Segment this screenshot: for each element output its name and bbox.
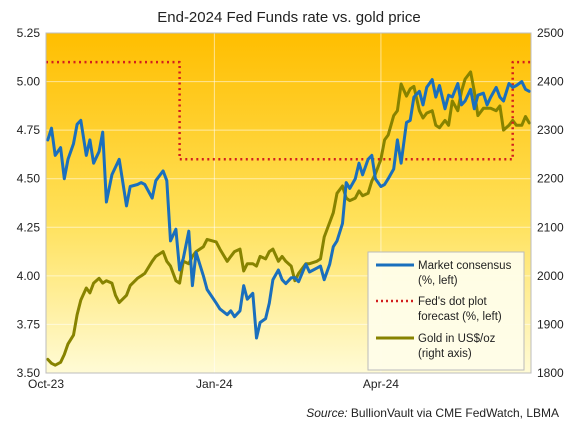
- left-axis-tick-label: 4.00: [17, 269, 41, 283]
- left-axis-tick-label: 3.75: [17, 317, 41, 331]
- chart-title: End-2024 Fed Funds rate vs. gold price: [157, 9, 420, 26]
- series-lines: [46, 60, 531, 367]
- x-axis-tick-labels: Oct-23 Jan-24 Apr-24: [28, 377, 399, 391]
- right-axis-tick-label: 2000: [537, 269, 564, 283]
- left-axis-tick-label: 4.50: [17, 172, 41, 186]
- legend-label-gold-line1: Gold in US$/oz: [418, 333, 496, 345]
- right-axis-tick-label: 2500: [537, 26, 564, 40]
- legend-label-dot-plot-line1: Fed's dot plot: [418, 296, 487, 308]
- legend: Market consensus (%, left) Fed's dot plo…: [367, 251, 525, 371]
- right-axis-tick-label: 2200: [537, 172, 564, 186]
- right-axis-tick-label: 1800: [537, 366, 564, 380]
- left-axis-tick-label: 3.50: [17, 366, 41, 380]
- left-axis-tick-label: 4.25: [17, 220, 41, 234]
- source-prefix: Source:: [306, 406, 347, 420]
- left-axis-tick-labels: 5.25 5.00 4.75 4.50 4.25 4.00 3.75 3.50: [17, 26, 41, 380]
- left-axis-tick-label: 5.00: [17, 75, 41, 89]
- right-axis-tick-labels: 2500 2400 2300 2200 2100 2000 1900 1800: [537, 26, 564, 380]
- x-axis-tick-label: Apr-24: [363, 377, 399, 391]
- legend-box: [367, 251, 525, 371]
- legend-label-market-line2: (%, left): [418, 275, 458, 287]
- right-axis-tick-label: 2400: [537, 75, 564, 89]
- plot-border: [45, 32, 532, 374]
- right-axis-tick-label: 1900: [537, 317, 564, 331]
- series-line-gold: [46, 70, 531, 367]
- right-axis-tick-label: 2300: [537, 123, 564, 137]
- x-axis-tick-label: Jan-24: [196, 377, 233, 391]
- left-axis-tick-label: 5.25: [17, 26, 41, 40]
- x-axis-tick-label: Oct-23: [28, 377, 64, 391]
- legend-label-dot-plot-line2: forecast (%, left): [418, 311, 502, 323]
- legend-label-market-line1: Market consensus: [418, 260, 512, 272]
- left-axis-tick-label: 4.75: [17, 123, 41, 137]
- legend-label-gold-line2: (right axis): [418, 348, 472, 360]
- series-line-dot-plot: [46, 60, 531, 161]
- right-axis-tick-label: 2100: [537, 220, 564, 234]
- source-text: BullionVault via CME FedWatch, LBMA: [351, 406, 559, 420]
- series-line-market-consensus: [46, 78, 531, 340]
- source-note: Source: BullionVault via CME FedWatch, L…: [306, 406, 559, 420]
